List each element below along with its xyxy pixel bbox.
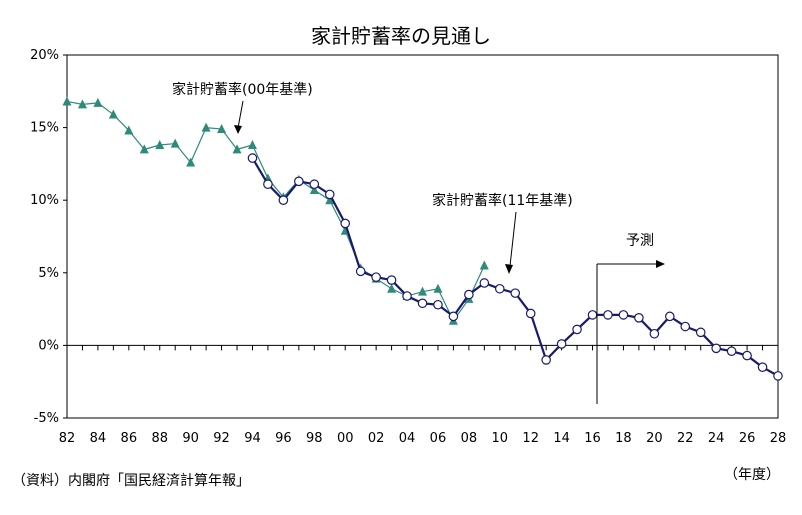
y-tick-label: 20% [30,48,59,63]
x-tick-label: 04 [399,431,416,446]
data-point-new [618,310,629,320]
data-point-old [309,185,319,195]
x-tick-label: 16 [584,431,601,446]
data-point-old [201,122,211,132]
x-tick-label: 82 [59,431,76,446]
x-axis-unit-label: （年度） [724,467,780,483]
x-tick-label: 98 [306,431,323,446]
data-point-new [278,195,289,205]
data-point-new [355,266,366,277]
data-point-old [93,97,103,107]
data-point-new [294,176,304,187]
data-point-new [742,350,752,361]
data-point-old [387,283,397,293]
data-point-old [170,138,180,148]
data-point-old [325,195,335,205]
data-point-old [155,140,165,150]
x-tick-label: 00 [337,431,354,446]
data-point-new [757,362,768,372]
data-point-new [402,291,412,301]
x-tick-label: 20 [646,431,663,446]
data-point-new [510,288,521,298]
data-point-new [324,189,335,200]
source-note: （資料）内閣府「国民経済計算年報」 [12,473,250,489]
data-point-new [247,153,258,163]
data-point-old [77,99,87,109]
data-point-new [634,313,644,323]
data-point-new [556,339,567,349]
data-point-old [479,260,489,270]
data-point-new [695,327,706,338]
data-point-new [541,355,551,365]
x-tick-label: 24 [708,431,725,446]
data-point-new [340,218,351,229]
annotation-new-arrow [509,211,517,267]
data-point-new [417,298,428,309]
x-tick-label: 28 [770,431,787,446]
x-tick-label: 26 [739,431,756,446]
data-point-new [525,308,536,319]
data-point-new [263,179,273,190]
x-tick-label: 18 [615,431,632,446]
data-point-new [386,275,397,285]
data-point-new [309,179,320,190]
y-tick-label: -5% [34,411,59,426]
data-point-new [665,311,675,322]
x-tick-label: 86 [121,431,138,446]
y-tick-label: 15% [30,121,59,136]
y-tick-label: 10% [30,193,59,208]
x-tick-label: 22 [677,431,694,446]
data-point-new [464,289,474,300]
data-point-old [217,124,227,134]
data-point-new [773,371,783,381]
annotation-new-label: 家計貯蓄率(11年基準) [432,192,573,209]
data-point-new [603,310,613,320]
x-tick-label: 08 [461,431,478,446]
data-point-old [232,144,242,154]
x-tick-label: 88 [151,431,168,446]
data-point-old [139,144,149,154]
x-tick-label: 90 [182,431,199,446]
data-point-old [186,157,196,167]
data-point-old [433,283,443,293]
data-point-old [124,125,134,135]
forecast-arrowhead [656,260,665,268]
data-point-old [418,286,427,296]
data-point-new [572,324,582,335]
y-tick-label: 5% [38,266,59,281]
chart-title: 家計貯蓄率の見通し [311,24,491,48]
data-point-new [649,328,660,339]
data-point-new [587,310,598,320]
x-tick-label: 84 [90,431,107,446]
data-point-new [680,321,691,332]
annotation-old-arrow [237,100,244,129]
data-point-new [371,272,381,282]
data-point-new [448,311,459,322]
x-tick-label: 94 [244,431,261,446]
plot-area [66,54,779,419]
series-line-1 [66,100,485,322]
data-point-new [433,299,443,310]
data-point-new [479,278,490,288]
data-point-old [108,109,118,119]
data-point-old [247,140,257,150]
data-point-new [494,283,505,294]
forecast-label: 予測 [626,233,654,249]
x-tick-label: 14 [553,431,570,446]
data-point-new [726,346,737,357]
annotation-new-arrowhead [505,264,513,274]
x-tick-label: 02 [368,431,385,446]
x-tick-label: 10 [492,431,509,446]
x-tick-label: 06 [430,431,447,446]
annotation-old-arrowhead [234,125,242,134]
y-tick-label: 0% [38,338,59,353]
annotation-old-label: 家計貯蓄率(00年基準) [172,81,313,98]
x-tick-label: 96 [275,431,292,446]
x-tick-label: 92 [213,431,230,446]
data-point-old [62,96,72,106]
x-tick-label: 12 [522,431,539,446]
data-point-new [711,343,721,354]
